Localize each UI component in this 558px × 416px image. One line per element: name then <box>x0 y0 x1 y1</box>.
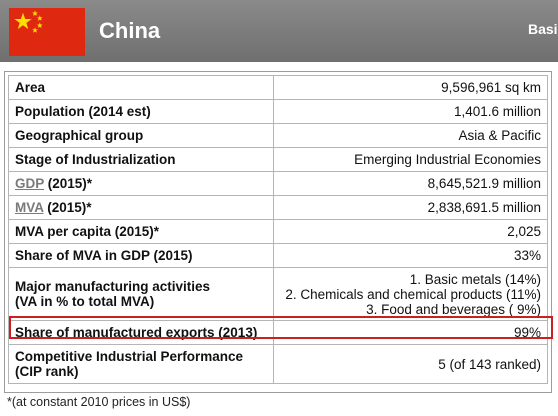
row-label-share-mva-gdp: Share of MVA in GDP (2015) <box>8 243 274 268</box>
profile-table: Area 9,596,961 sq km Population (2014 es… <box>8 75 548 384</box>
tab-basic[interactable]: Basi <box>528 21 558 37</box>
row-label-mva-per-capita: MVA per capita (2015)* <box>8 219 274 244</box>
row-value-share-mva-gdp: 33% <box>273 243 548 268</box>
row-value-mva: 2,838,691.5 million <box>273 195 548 220</box>
table-row: MVA per capita (2015)* 2,025 <box>8 219 548 244</box>
table-row: Geographical group Asia & Pacific <box>8 123 548 148</box>
row-label-stage: Stage of Industrialization <box>8 147 274 172</box>
row-label-geo-group: Geographical group <box>8 123 274 148</box>
table-row: MVA (2015)* 2,838,691.5 million <box>8 195 548 220</box>
row-label-population: Population (2014 est) <box>8 99 274 124</box>
cip-label-line2: (CIP rank) <box>15 364 79 379</box>
row-value-area: 9,596,961 sq km <box>273 75 548 100</box>
mva-label-year: (2015)* <box>43 200 92 215</box>
major-activities-line1: Major manufacturing activities <box>15 279 211 294</box>
table-row: GDP (2015)* 8,645,521.9 million <box>8 171 548 196</box>
mva-link[interactable]: MVA <box>15 200 44 215</box>
country-profile-panel: Area 9,596,961 sq km Population (2014 es… <box>4 71 553 393</box>
table-row: Share of manufactured exports (2013) 99% <box>8 320 548 345</box>
row-label-exports: Share of manufactured exports (2013) <box>8 320 274 345</box>
row-value-geo-group: Asia & Pacific <box>273 123 548 148</box>
gdp-link[interactable]: GDP <box>15 176 45 191</box>
activity-item: 3. Food and beverages ( 9%) <box>366 301 541 317</box>
table-row: Major manufacturing activities (VA in % … <box>8 267 548 321</box>
table-row: Area 9,596,961 sq km <box>8 75 548 100</box>
row-label-cip: Competitive Industrial Performance (CIP … <box>8 344 274 384</box>
row-label-gdp: GDP (2015)* <box>8 171 274 196</box>
row-value-exports: 99% <box>273 320 548 345</box>
row-value-major-activities: 1. Basic metals (14%) 2. Chemicals and c… <box>273 267 548 321</box>
row-label-mva: MVA (2015)* <box>8 195 274 220</box>
row-value-population: 1,401.6 million <box>273 99 548 124</box>
country-header: China Basi <box>0 0 558 62</box>
row-value-cip: 5 (of 143 ranked) <box>273 344 548 384</box>
gdp-label-year: (2015)* <box>44 176 93 191</box>
row-value-gdp: 8,645,521.9 million <box>273 171 548 196</box>
country-title: China <box>99 18 161 43</box>
table-row: Share of MVA in GDP (2015) 33% <box>8 243 548 268</box>
row-label-area: Area <box>8 75 274 100</box>
row-value-mva-per-capita: 2,025 <box>273 219 548 244</box>
table-row: Competitive Industrial Performance (CIP … <box>8 344 548 384</box>
china-flag-icon <box>9 8 85 56</box>
footnote: *(at constant 2010 prices in US$) <box>7 395 191 409</box>
table-row: Population (2014 est) 1,401.6 million <box>8 99 548 124</box>
row-label-major-activities: Major manufacturing activities (VA in % … <box>8 267 274 321</box>
activity-item: 2. Chemicals and chemical products (11%) <box>285 286 541 302</box>
table-row: Stage of Industrialization Emerging Indu… <box>8 147 548 172</box>
major-activities-line2: (VA in % to total MVA) <box>15 294 155 309</box>
row-value-stage: Emerging Industrial Economies <box>273 147 548 172</box>
cip-label-line1: Competitive Industrial Performance <box>15 349 244 364</box>
activity-item: 1. Basic metals (14%) <box>409 271 541 287</box>
